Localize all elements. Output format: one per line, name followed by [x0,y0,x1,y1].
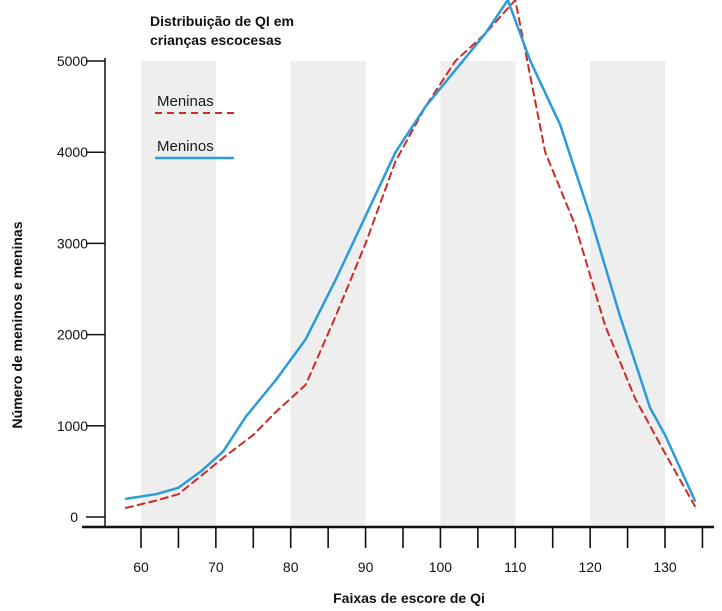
x-tick-label-130: 130 [653,559,677,575]
y-tick-label-2000: 2000 [57,327,88,343]
shaded-bands [141,61,665,527]
y-tick-label-5000: 5000 [57,53,88,69]
shaded-band-0 [141,61,216,527]
x-tick-label-90: 90 [358,559,374,575]
x-axis-label: Faixas de escore de Qi [333,590,485,606]
shaded-band-2 [440,61,516,527]
shaded-band-3 [590,61,665,527]
series-line-meninas [125,0,696,509]
series-line-meninos [124,0,697,502]
legend: Meninas Meninos [155,93,234,160]
chart-title-line-1: Distribuição de QI em [150,13,294,29]
chart-title-line-2: crianças escocesas [150,32,282,48]
series-lines [124,0,697,509]
x-tick-label-120: 120 [578,559,602,575]
y-axis-label: Número de meninos e meninas [9,221,25,428]
y-tick-label-1000: 1000 [57,418,88,434]
y-tick-label-4000: 4000 [57,144,88,160]
x-tick-label-100: 100 [429,559,453,575]
y-tick-label-3000: 3000 [57,235,88,251]
x-tick-label-110: 110 [504,559,527,575]
legend-label-meninas: Meninas [157,93,214,110]
x-tick-label-60: 60 [133,559,149,575]
y-tick-label-0: 0 [70,509,78,525]
x-tick-label-80: 80 [283,559,299,575]
legend-label-meninos: Meninos [157,138,214,155]
x-tick-label-70: 70 [208,559,224,575]
axis-ticks: 60 70 80 90 100 110 120 130 0 1000 2000 3000 4000 500… [57,53,704,575]
